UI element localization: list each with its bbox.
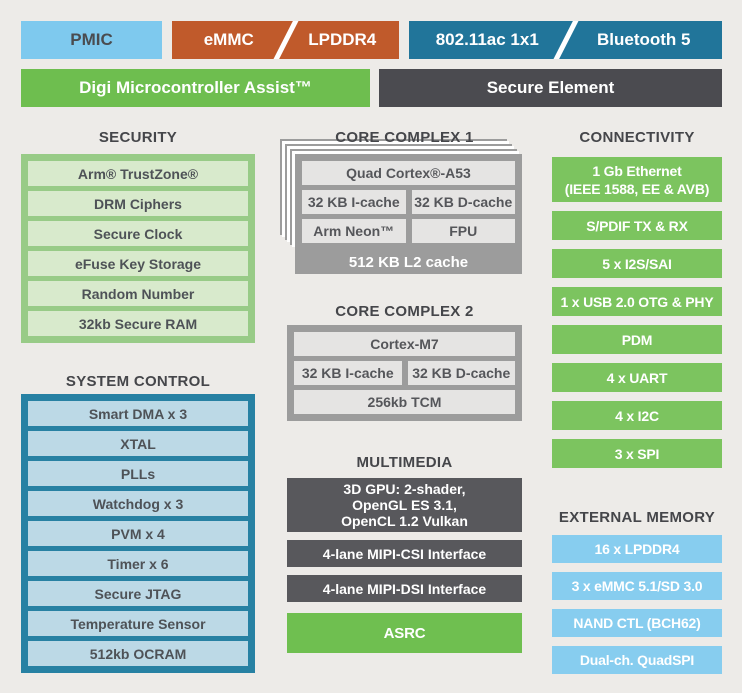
gpu-line: 3D GPU: 2-shader, bbox=[343, 481, 466, 497]
ethernet-block: 1 Gb Ethernet (IEEE 1588, EE & AVB) bbox=[552, 157, 722, 202]
core-complex-2-card: Cortex-M7 32 KB I-cache 32 KB D-cache 25… bbox=[287, 325, 522, 421]
connectivity-item: 4 x I2C bbox=[552, 401, 722, 430]
pmic-block: PMIC bbox=[21, 21, 162, 59]
wifi-bluetooth-block: 802.11ac 1x1 Bluetooth 5 bbox=[409, 21, 722, 59]
connectivity-item: 3 x SPI bbox=[552, 439, 722, 468]
system-control-item: Watchdog x 3 bbox=[28, 491, 248, 516]
mipi-dsi-block: 4-lane MIPI-DSI Interface bbox=[287, 575, 522, 602]
emmc-label: eMMC bbox=[203, 30, 254, 49]
banner-row: Digi Microcontroller Assist™ Secure Elem… bbox=[21, 69, 722, 107]
external-memory-list: 16 x LPDDR4 3 x eMMC 5.1/SD 3.0 NAND CTL… bbox=[552, 535, 722, 674]
external-memory-item: Dual-ch. QuadSPI bbox=[552, 646, 722, 674]
connectivity-item: 5 x I2S/SAI bbox=[552, 249, 722, 278]
top-chip-row: PMIC eMMC LPDDR4 802.11ac 1x1 Bluetooth … bbox=[21, 21, 722, 59]
core-complex-2-title: CORE COMPLEX 2 bbox=[335, 303, 474, 320]
core-complex-1-title: CORE COMPLEX 1 bbox=[335, 129, 474, 146]
system-control-item: Smart DMA x 3 bbox=[28, 401, 248, 426]
tcm-block: 256kb TCM bbox=[294, 390, 515, 414]
l2-cache-strip: 512 KB L2 cache bbox=[295, 250, 522, 274]
dcache-block: 32 KB D-cache bbox=[411, 190, 515, 214]
connectivity-list: 1 Gb Ethernet (IEEE 1588, EE & AVB) S/PD… bbox=[552, 157, 722, 468]
fpu-block: FPU bbox=[411, 219, 515, 243]
ethernet-line: (IEEE 1588, EE & AVB) bbox=[564, 180, 710, 197]
external-memory-title: EXTERNAL MEMORY bbox=[558, 509, 716, 526]
system-control-item: XTAL bbox=[28, 431, 248, 456]
system-control-item: Secure JTAG bbox=[28, 581, 248, 606]
mipi-csi-block: 4-lane MIPI-CSI Interface bbox=[287, 540, 522, 567]
security-item: DRM Ciphers bbox=[28, 191, 248, 216]
secure-element-banner: Secure Element bbox=[379, 69, 722, 107]
wifi-label: 802.11ac 1x1 bbox=[435, 30, 539, 49]
external-memory-item: 3 x eMMC 5.1/SD 3.0 bbox=[552, 572, 722, 600]
asrc-block: ASRC bbox=[287, 613, 522, 653]
core-complex-1-card: Quad Cortex®-A53 32 KB I-cache 32 KB D-c… bbox=[295, 154, 522, 250]
system-control-title: SYSTEM CONTROL bbox=[65, 373, 211, 390]
system-control-item: PVM x 4 bbox=[28, 521, 248, 546]
security-item: Arm® TrustZone® bbox=[28, 161, 248, 186]
digi-assist-banner: Digi Microcontroller Assist™ bbox=[21, 69, 370, 107]
security-item: eFuse Key Storage bbox=[28, 251, 248, 276]
gpu-line: OpenGL ES 3.1, bbox=[352, 497, 457, 513]
right-column: CONNECTIVITY 1 Gb Ethernet (IEEE 1588, E… bbox=[552, 130, 722, 674]
system-control-item: Timer x 6 bbox=[28, 551, 248, 576]
gpu-line: OpenCL 1.2 Vulkan bbox=[341, 513, 468, 529]
emmc-lpddr4-block: eMMC LPDDR4 bbox=[172, 21, 399, 59]
security-item: Secure Clock bbox=[28, 221, 248, 246]
icache-block: 32 KB I-cache bbox=[294, 361, 402, 385]
cpu-m7-block: Cortex-M7 bbox=[294, 332, 515, 356]
ethernet-line: 1 Gb Ethernet bbox=[592, 162, 682, 179]
system-control-item: Temperature Sensor bbox=[28, 611, 248, 636]
multimedia-title: MULTIMEDIA bbox=[356, 454, 453, 471]
icache-block: 32 KB I-cache bbox=[302, 190, 406, 214]
security-panel: Arm® TrustZone® DRM Ciphers Secure Clock… bbox=[21, 154, 255, 343]
connectivity-item: 1 x USB 2.0 OTG & PHY bbox=[552, 287, 722, 316]
system-control-item: PLLs bbox=[28, 461, 248, 486]
security-item: Random Number bbox=[28, 281, 248, 306]
neon-block: Arm Neon™ bbox=[302, 219, 406, 243]
system-control-item: 512kb OCRAM bbox=[28, 641, 248, 666]
connectivity-title: CONNECTIVITY bbox=[579, 129, 695, 146]
lpddr4-label: LPDDR4 bbox=[308, 30, 377, 49]
security-item: 32kb Secure RAM bbox=[28, 311, 248, 336]
connectivity-item: 4 x UART bbox=[552, 363, 722, 392]
cpu-a53-block: Quad Cortex®-A53 bbox=[302, 161, 515, 185]
middle-column: CORE COMPLEX 1 Quad Cortex®-A53 32 KB I-… bbox=[287, 130, 522, 653]
system-control-panel: Smart DMA x 3 XTAL PLLs Watchdog x 3 PVM… bbox=[21, 394, 255, 673]
bluetooth-label: Bluetooth 5 bbox=[597, 30, 691, 49]
connectivity-item: PDM bbox=[552, 325, 722, 354]
external-memory-item: 16 x LPDDR4 bbox=[552, 535, 722, 563]
security-title: SECURITY bbox=[98, 129, 178, 146]
left-column: SECURITY Arm® TrustZone® DRM Ciphers Sec… bbox=[21, 130, 255, 673]
external-memory-item: NAND CTL (BCH62) bbox=[552, 609, 722, 637]
connectivity-item: S/PDIF TX & RX bbox=[552, 211, 722, 240]
gpu-block: 3D GPU: 2-shader, OpenGL ES 3.1, OpenCL … bbox=[287, 478, 522, 532]
dcache-block: 32 KB D-cache bbox=[407, 361, 515, 385]
